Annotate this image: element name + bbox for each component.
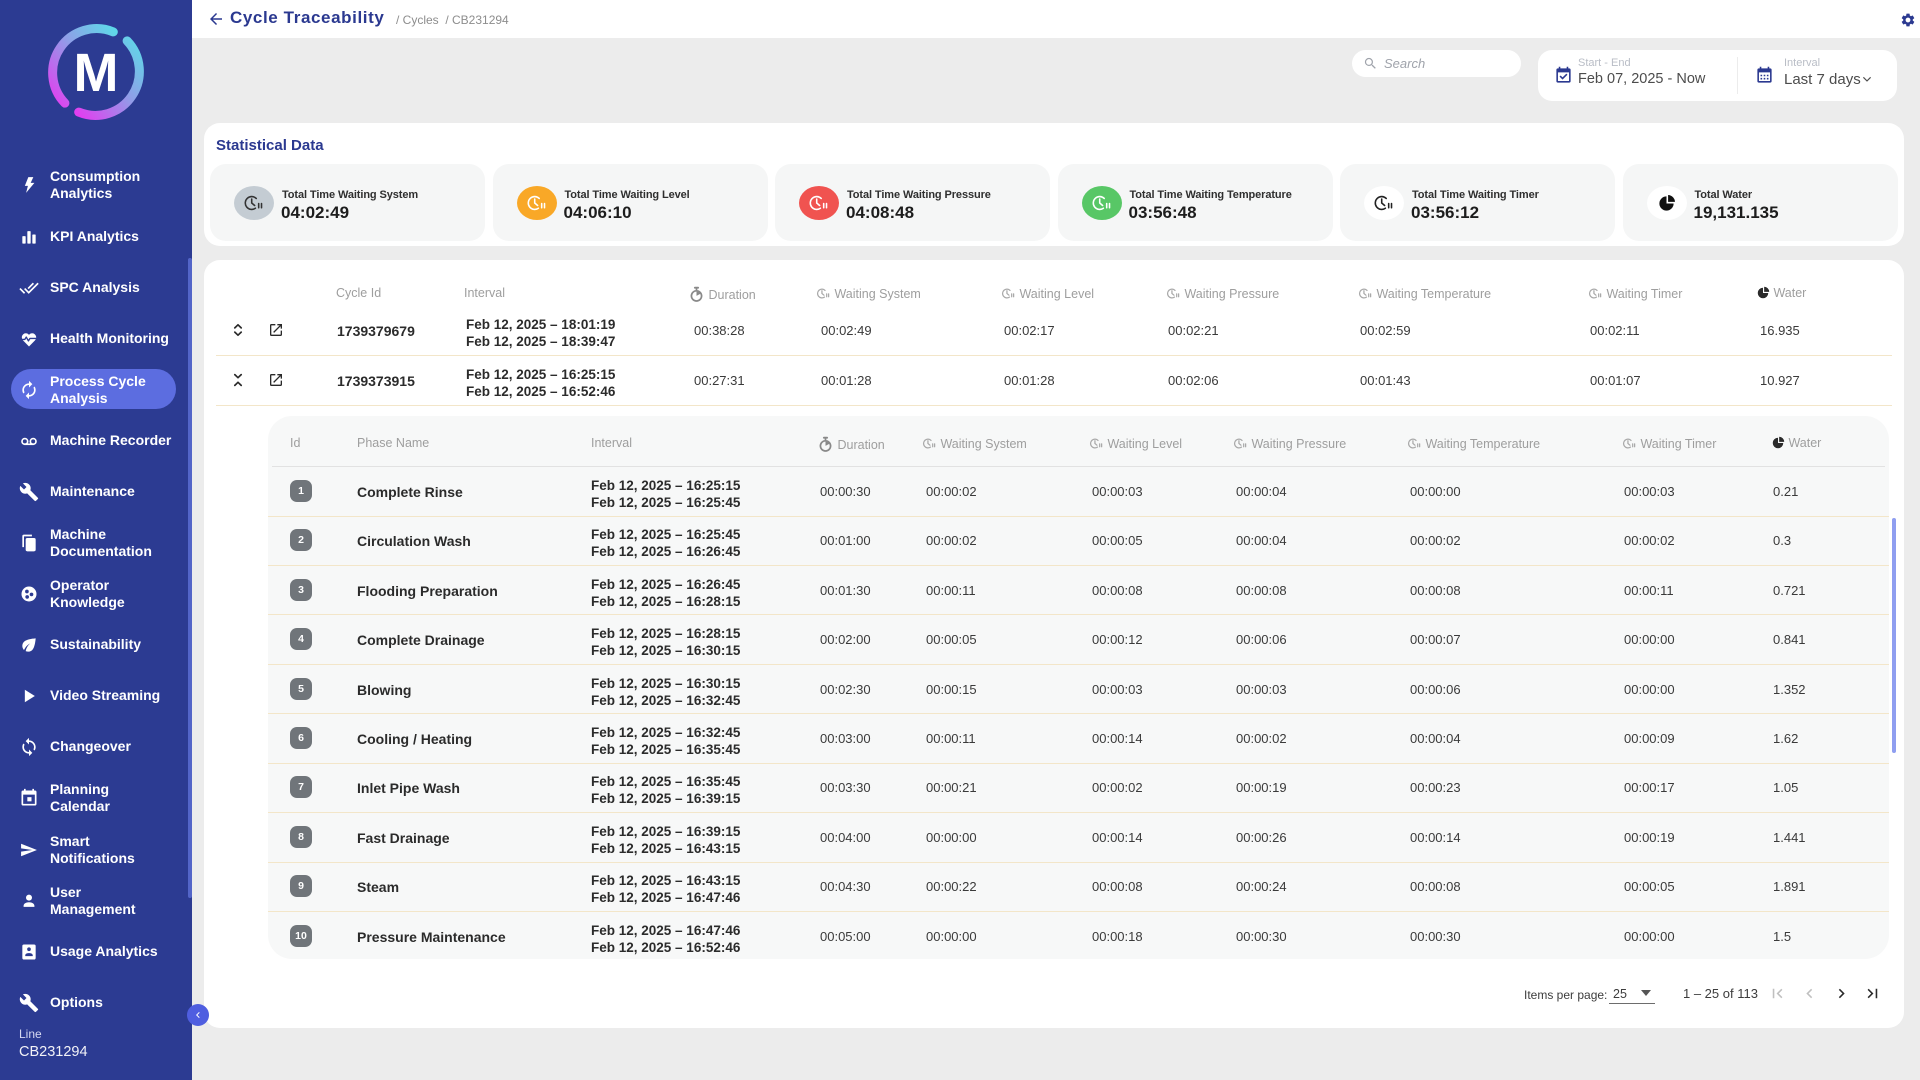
svg-text:M: M <box>74 43 119 103</box>
